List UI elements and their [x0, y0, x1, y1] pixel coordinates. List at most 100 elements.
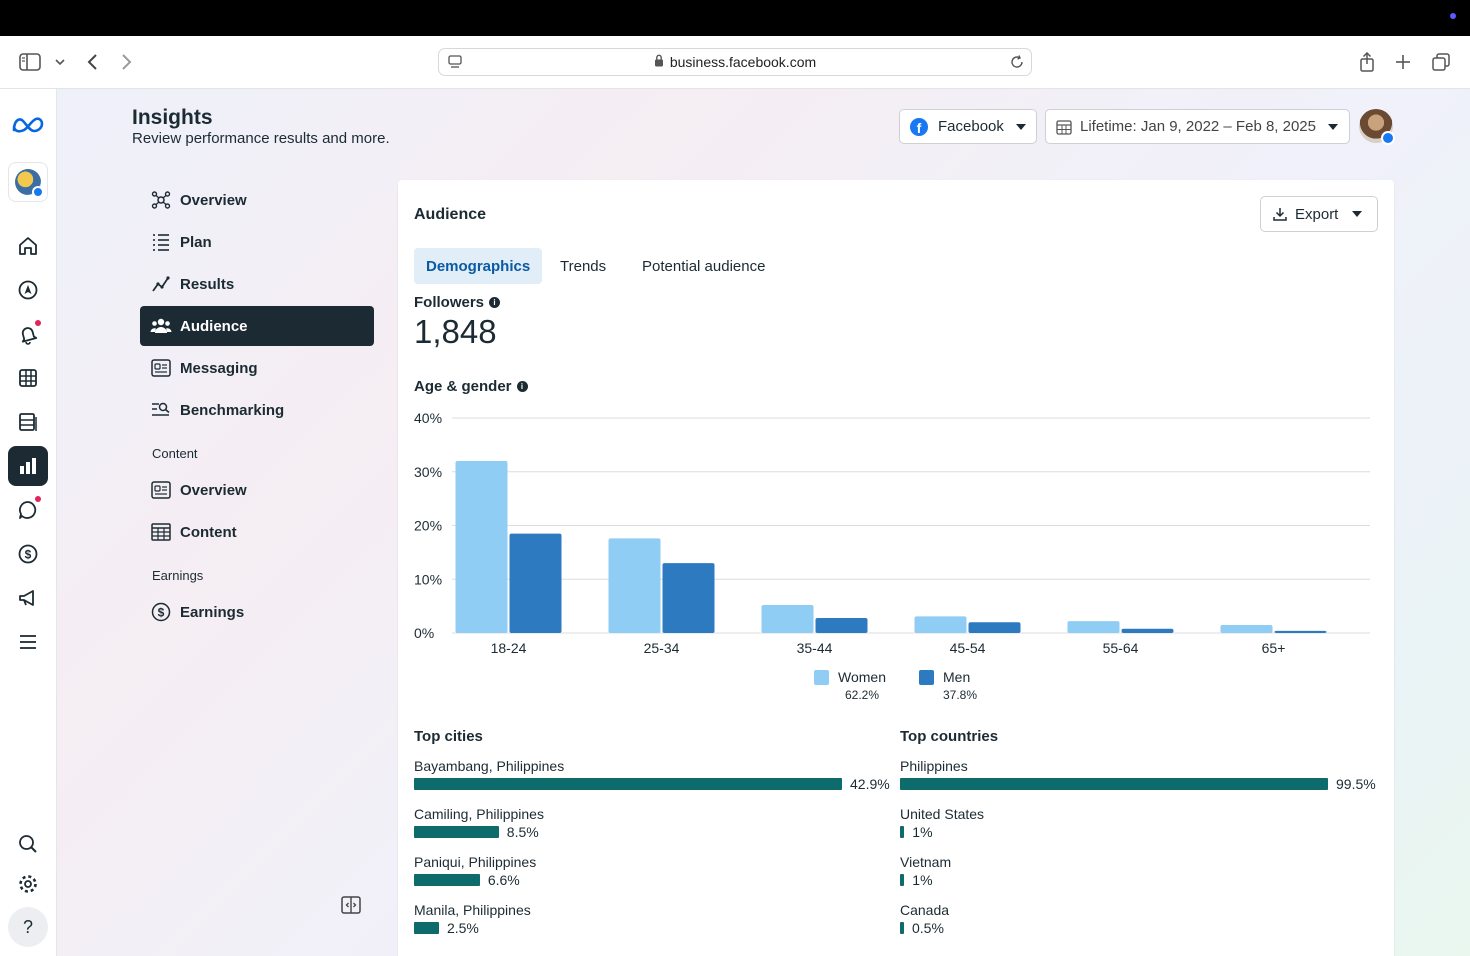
bar-men-18-24[interactable] — [509, 533, 562, 633]
bar-women-65+[interactable] — [1220, 624, 1273, 633]
notification-badge — [35, 320, 41, 326]
tab-potential-audience[interactable]: Potential audience — [642, 257, 766, 275]
page-title: Insights — [132, 106, 213, 129]
monetization-dollar-icon[interactable]: $ — [8, 534, 48, 574]
profile-avatar[interactable] — [1359, 109, 1395, 145]
global-nav-rail: $ ? — [0, 89, 57, 956]
age-gender-heading: Age & gender i — [414, 378, 528, 395]
sidebar-item-earnings[interactable]: $ Earnings — [140, 592, 374, 632]
list-item-name: Camiling, Philippines — [414, 806, 544, 822]
sidebar-toggle-icon[interactable] — [18, 50, 42, 74]
sidebar-item-benchmarking[interactable]: Benchmarking — [140, 390, 374, 430]
sidebar-item-messaging[interactable]: Messaging — [140, 348, 374, 388]
list-item-name: Vietnam — [900, 854, 952, 870]
bar-women-35-44[interactable] — [761, 605, 814, 633]
y-tick-label: 20% — [414, 518, 442, 534]
list-item-name: Canada — [900, 902, 950, 918]
bar-women-18-24[interactable] — [455, 461, 508, 633]
export-button[interactable]: Export — [1260, 196, 1378, 232]
navigate-icon[interactable] — [8, 270, 48, 310]
new-tab-icon[interactable] — [1391, 50, 1415, 74]
legend-swatch-women — [814, 670, 829, 685]
bar-women-25-34[interactable] — [608, 538, 661, 633]
legend-label: Women — [838, 669, 886, 685]
card-title: Audience — [414, 206, 487, 223]
list-item-value: 99.5% — [1336, 776, 1376, 792]
legend-share: 37.8% — [943, 688, 978, 702]
content-overview-icon — [150, 479, 172, 501]
svg-text:$: $ — [25, 548, 32, 562]
list-item-value: 0.5% — [912, 920, 944, 936]
chevron-down-icon[interactable] — [48, 50, 72, 74]
inbox-chat-icon[interactable] — [8, 490, 48, 530]
sidebar-item-content[interactable]: Content — [140, 512, 374, 552]
legend-share: 62.2% — [844, 688, 879, 702]
followers-heading: Followers i — [414, 294, 501, 311]
y-tick-label: 30% — [414, 464, 442, 480]
menu-icon[interactable] — [8, 622, 48, 662]
bar-women-55-64[interactable] — [1067, 621, 1120, 633]
sidebar-item-label: Benchmarking — [180, 401, 285, 419]
list-item-value: 6.6% — [487, 872, 520, 888]
bar-women-45-54[interactable] — [914, 616, 967, 633]
meta-logo-icon[interactable] — [8, 105, 48, 145]
bar-men-55-64[interactable] — [1121, 628, 1174, 633]
audience-card: Audience Export Demographics Trends Pote… — [398, 180, 1394, 956]
help-icon[interactable]: ? — [8, 907, 48, 947]
notifications-icon[interactable] — [8, 314, 48, 354]
followers-count: 1,848 — [414, 313, 497, 350]
sidebar-item-label: Earnings — [180, 603, 245, 621]
bar-men-65+[interactable] — [1274, 630, 1327, 633]
messaging-icon — [150, 357, 172, 379]
insights-icon[interactable] — [8, 446, 48, 486]
caret-down-icon — [1352, 211, 1363, 217]
list-item-value: 1% — [912, 872, 933, 888]
page-avatar[interactable] — [8, 162, 48, 202]
trend-icon — [150, 273, 172, 295]
tab-demographics[interactable]: Demographics — [414, 248, 543, 284]
calendar-icon — [1056, 119, 1072, 135]
date-range-dropdown[interactable]: Lifetime: Jan 9, 2022 – Feb 8, 2025 — [1045, 109, 1350, 144]
sidebar-item-plan[interactable]: Plan — [140, 222, 374, 262]
list-item-bar — [900, 874, 905, 886]
bar-men-45-54[interactable] — [968, 622, 1021, 633]
content-library-icon[interactable] — [8, 402, 48, 442]
browser-toolbar: business.facebook.com — [0, 36, 1470, 89]
bar-men-35-44[interactable] — [815, 617, 868, 633]
collapse-sidebar-icon[interactable] — [341, 895, 361, 920]
benchmark-icon — [150, 399, 172, 421]
lock-icon — [654, 54, 664, 70]
bar-men-25-34[interactable] — [662, 563, 715, 633]
search-icon[interactable] — [8, 824, 48, 864]
forward-icon[interactable] — [115, 50, 139, 74]
reload-icon[interactable] — [1009, 54, 1025, 73]
site-settings-icon[interactable] — [447, 54, 463, 73]
settings-gear-icon[interactable] — [8, 864, 48, 904]
export-label: Export — [1295, 205, 1339, 223]
grid-table-icon[interactable] — [8, 358, 48, 398]
legend-women: Women 62.2% — [814, 669, 886, 702]
list-item-bar — [900, 778, 1328, 790]
home-icon[interactable] — [8, 226, 48, 266]
tab-trends[interactable]: Trends — [560, 257, 607, 275]
app-area: $ ? Insights Review performance results … — [0, 89, 1470, 956]
share-icon[interactable] — [1355, 50, 1379, 74]
info-icon[interactable]: i — [516, 381, 528, 392]
people-icon — [150, 315, 172, 337]
sidebar-item-results[interactable]: Results — [140, 264, 374, 304]
ads-megaphone-icon[interactable] — [8, 578, 48, 618]
sidebar-item-overview[interactable]: Overview — [140, 180, 374, 220]
download-icon — [1273, 207, 1287, 221]
list-item-bar — [414, 826, 499, 838]
sidebar-item-label: Messaging — [180, 359, 258, 377]
x-tick-label: 65+ — [1262, 640, 1286, 656]
sidebar-item-content-overview[interactable]: Overview — [140, 470, 374, 510]
address-bar[interactable]: business.facebook.com — [438, 48, 1032, 76]
platform-dropdown[interactable]: f Facebook — [899, 109, 1037, 144]
info-icon[interactable]: i — [489, 297, 501, 308]
list-item-bar — [414, 922, 439, 934]
tab-overview-icon[interactable] — [1429, 50, 1453, 74]
list-item-name: Manila, Philippines — [414, 902, 531, 918]
back-icon[interactable] — [80, 50, 104, 74]
sidebar-item-audience[interactable]: Audience — [140, 306, 374, 346]
